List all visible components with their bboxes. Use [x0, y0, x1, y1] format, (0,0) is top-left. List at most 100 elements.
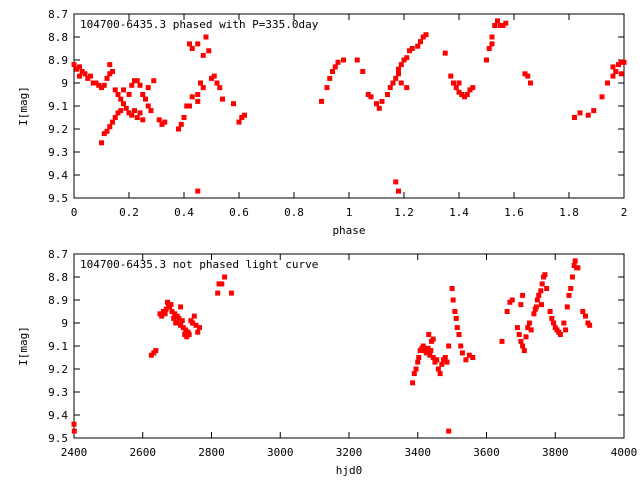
data-point — [118, 108, 124, 114]
data-point — [610, 64, 616, 70]
data-point — [396, 66, 401, 72]
data-point — [577, 110, 583, 116]
x-tick-label: 1.8 — [559, 206, 579, 219]
data-point — [215, 290, 221, 296]
data-point — [520, 292, 526, 298]
data-point — [393, 179, 399, 185]
data-point — [526, 320, 532, 326]
x-tick-label: 2600 — [130, 446, 157, 459]
data-point — [242, 112, 247, 118]
data-point — [428, 348, 434, 354]
data-point — [613, 69, 619, 74]
data-point — [539, 302, 544, 308]
data-point — [387, 85, 393, 91]
data-point — [195, 329, 201, 335]
data-point — [618, 71, 624, 77]
plot-frame — [73, 13, 625, 199]
data-point — [430, 336, 436, 342]
data-point — [415, 43, 421, 49]
data-point — [228, 290, 234, 296]
data-point — [178, 322, 184, 328]
data-point — [439, 361, 445, 367]
data-point — [446, 343, 452, 349]
data-point — [162, 311, 168, 317]
chart-title: 104700-6435.3 not phased light curve — [80, 258, 318, 271]
data-point — [489, 34, 495, 40]
x-tick-label: 0.8 — [284, 206, 304, 219]
data-point — [446, 428, 452, 434]
data-point — [484, 57, 489, 63]
y-tick-label: 8.8 — [48, 31, 68, 44]
y-tick-label: 9.3 — [48, 146, 68, 159]
data-point — [169, 309, 175, 314]
data-point — [531, 311, 537, 317]
data-point — [430, 355, 436, 360]
data-point — [492, 23, 498, 28]
data-point — [71, 421, 77, 427]
data-point — [525, 73, 531, 79]
data-point — [184, 103, 190, 109]
data-point — [404, 85, 410, 91]
data-point — [416, 355, 422, 360]
data-point — [466, 352, 472, 358]
data-point — [538, 288, 544, 294]
y-tick-label: 9 — [61, 317, 68, 330]
data-point — [564, 304, 570, 310]
data-point — [561, 320, 567, 326]
data-point — [99, 140, 104, 146]
data-point — [101, 82, 107, 88]
data-point — [575, 265, 581, 271]
data-point — [148, 108, 154, 114]
data-point — [520, 343, 526, 349]
data-point — [470, 85, 476, 91]
data-point — [324, 85, 330, 91]
data-point — [341, 57, 346, 63]
data-point — [77, 64, 82, 70]
data-point — [174, 320, 180, 326]
y-tick-label: 9 — [61, 77, 68, 90]
data-point — [427, 352, 433, 358]
data-point — [104, 128, 110, 134]
data-point — [178, 121, 184, 127]
data-point — [151, 78, 157, 84]
data-point — [563, 327, 569, 333]
data-point — [454, 325, 460, 331]
data-point — [231, 101, 236, 107]
data-point — [360, 69, 366, 74]
data-point — [96, 82, 102, 88]
data-point — [189, 94, 195, 100]
data-point — [107, 62, 113, 68]
x-ticks: 0 0.2 0.4 0.6 0.8 1 1.2 1.4 1.6 1.8 2 — [71, 14, 627, 219]
data-point — [539, 281, 545, 287]
data-point — [618, 59, 624, 65]
data-point — [104, 75, 110, 81]
x-tick-label: 1 — [346, 206, 353, 219]
data-point — [459, 92, 465, 97]
data-point — [118, 96, 124, 102]
data-point — [82, 71, 88, 77]
data-point — [534, 297, 540, 303]
data-point — [587, 322, 593, 328]
y-axis-label: I[mag] — [17, 86, 30, 126]
data-point — [134, 115, 140, 120]
data-point — [528, 80, 533, 86]
data-point — [137, 110, 143, 116]
data-point — [319, 98, 324, 104]
data-point — [551, 320, 557, 326]
data-point — [332, 64, 338, 70]
data-point — [398, 62, 404, 68]
data-point — [456, 80, 462, 86]
data-point — [423, 32, 429, 38]
data-point — [195, 92, 201, 97]
x-tick-label: 1.4 — [449, 206, 469, 219]
data-point — [195, 98, 201, 104]
y-ticks: 8.7 8.8 8.9 9 9.1 9.2 9.3 9.4 9.5 — [48, 8, 624, 205]
data-point — [462, 94, 467, 100]
data-point — [85, 75, 91, 81]
data-point — [93, 80, 99, 86]
data-point — [444, 359, 450, 365]
data-point — [140, 117, 146, 123]
data-point — [569, 274, 575, 280]
data-point — [509, 297, 515, 303]
data-point — [456, 89, 462, 95]
